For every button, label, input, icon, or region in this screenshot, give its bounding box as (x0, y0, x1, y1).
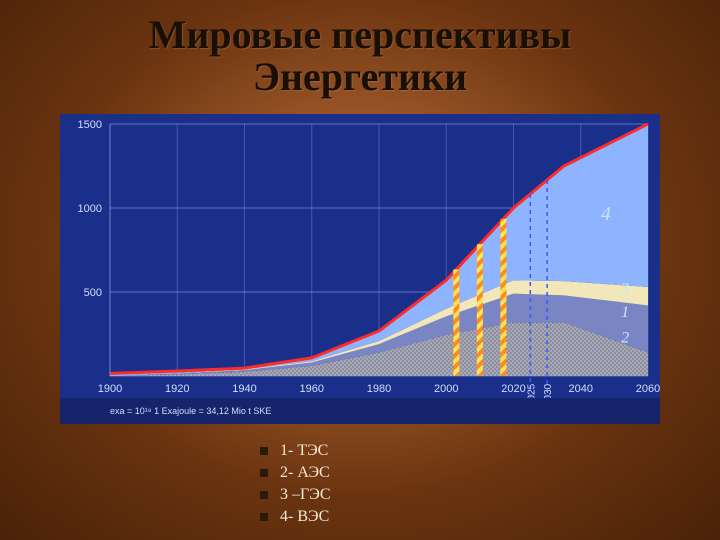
title-line-2: Энергетики (253, 54, 467, 99)
chart-container: 500 1000 1500 1900 1920 1940 1960 1980 2000 2020 2… (60, 114, 660, 424)
svg-text:1500: 1500 (78, 119, 102, 131)
hatched-marker (477, 244, 483, 376)
svg-text:500: 500 (84, 287, 102, 299)
slide-title: Мировые перспективы Энергетики (0, 0, 720, 114)
bullet-icon (260, 469, 268, 477)
svg-text:1980: 1980 (367, 383, 391, 395)
bullet-icon (260, 491, 268, 499)
bullet-icon (260, 447, 268, 455)
area-label: 3 (620, 281, 629, 298)
legend-item: 4- ВЭС (260, 508, 460, 526)
bullet-icon (260, 513, 268, 521)
area-chart: 500 1000 1500 1900 1920 1940 1960 1980 2000 2020 2… (60, 114, 660, 424)
hatched-marker (453, 269, 459, 376)
area-label: 1 (621, 304, 629, 321)
svg-text:2000: 2000 (434, 383, 458, 395)
title-line-1: Мировые перспективы (149, 12, 572, 57)
svg-text:2020: 2020 (501, 383, 525, 395)
area-label: 2 (621, 329, 629, 346)
legend-item: 1- ТЭС (260, 442, 460, 460)
svg-text:1900: 1900 (98, 383, 122, 395)
legend-label: 4- ВЭС (280, 508, 329, 526)
svg-text:1940: 1940 (232, 383, 256, 395)
svg-text:1960: 1960 (300, 383, 324, 395)
chart-caption: exa = 10¹⁸ 1 Exajoule = 34,12 Mio t SKE (110, 406, 271, 416)
legend-label: 3 –ГЭС (280, 486, 330, 504)
legend-label: 1- ТЭС (280, 442, 328, 460)
legend-item: 2- АЭС (260, 464, 460, 482)
hatched-marker (500, 219, 506, 376)
svg-text:2040: 2040 (569, 383, 593, 395)
svg-text:2060: 2060 (636, 383, 660, 395)
svg-text:1000: 1000 (78, 203, 102, 215)
svg-text:1920: 1920 (165, 383, 189, 395)
area-label: 4 (601, 203, 611, 225)
legend-label: 2- АЭС (280, 464, 330, 482)
legend: 1- ТЭС 2- АЭС 3 –ГЭС 4- ВЭС (260, 442, 460, 526)
legend-item: 3 –ГЭС (260, 486, 460, 504)
